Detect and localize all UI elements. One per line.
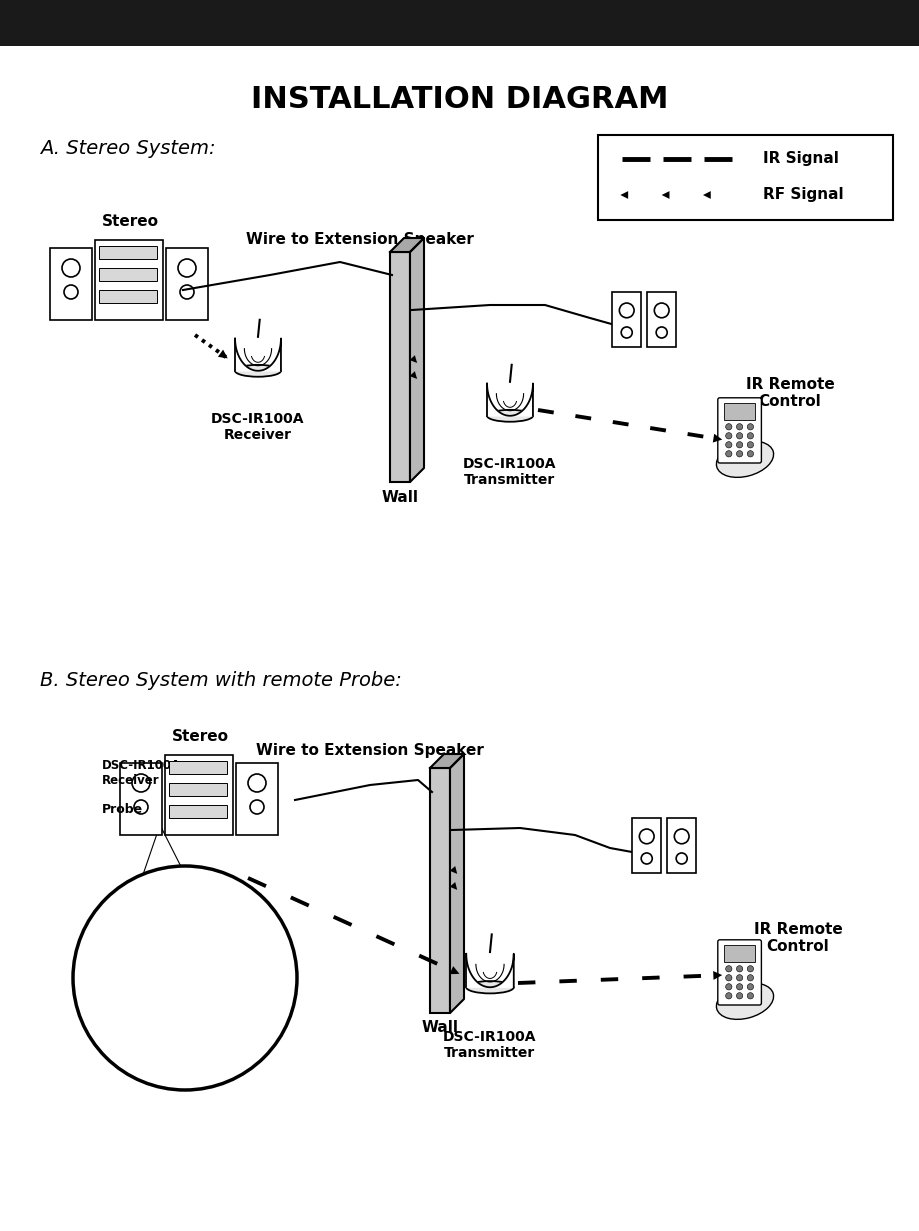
Circle shape	[725, 992, 732, 998]
Ellipse shape	[486, 410, 532, 422]
Bar	[597, 135, 892, 220]
Text: Stereo: Stereo	[101, 214, 158, 229]
Text: Wall: Wall	[381, 490, 418, 505]
Text: INSTALLATION DIAGRAM: INSTALLATION DIAGRAM	[251, 85, 668, 114]
Ellipse shape	[466, 981, 513, 993]
Polygon shape	[449, 755, 463, 1013]
Bar	[165, 247, 208, 320]
Bar	[666, 819, 696, 873]
Bar	[169, 761, 227, 774]
Ellipse shape	[716, 984, 773, 1019]
Circle shape	[725, 984, 732, 990]
Circle shape	[725, 423, 732, 430]
Bar	[99, 268, 157, 281]
Polygon shape	[410, 238, 424, 483]
Bar	[119, 763, 162, 835]
Bar	[139, 929, 176, 938]
Text: Wall: Wall	[421, 1020, 458, 1035]
Circle shape	[746, 423, 753, 430]
Bar	[236, 763, 278, 835]
Circle shape	[735, 451, 742, 457]
Polygon shape	[194, 953, 220, 971]
Polygon shape	[486, 384, 532, 416]
Bar	[139, 944, 176, 953]
FancyBboxPatch shape	[717, 939, 761, 1004]
Text: DSC-IR100A
Transmitter: DSC-IR100A Transmitter	[443, 1030, 536, 1060]
Circle shape	[725, 442, 732, 448]
Bar	[646, 292, 675, 347]
Text: Probe: Probe	[102, 803, 143, 816]
Bar	[429, 768, 449, 1013]
Circle shape	[746, 965, 753, 972]
Text: DSC-IR100A
Receiver: DSC-IR100A Receiver	[102, 760, 181, 787]
Text: B. Stereo System with remote Probe:: B. Stereo System with remote Probe:	[40, 671, 402, 689]
Circle shape	[725, 965, 732, 972]
Circle shape	[746, 975, 753, 981]
Bar	[723, 945, 754, 961]
Bar	[99, 246, 157, 259]
Circle shape	[735, 965, 742, 972]
Bar	[0, 0, 919, 46]
Circle shape	[746, 442, 753, 448]
Text: Wire to Extension Speaker: Wire to Extension Speaker	[245, 231, 473, 247]
Bar	[631, 819, 661, 873]
Circle shape	[725, 432, 732, 439]
Text: IR Remote
Control: IR Remote Control	[753, 922, 842, 954]
Polygon shape	[234, 339, 280, 371]
FancyBboxPatch shape	[717, 398, 761, 463]
Circle shape	[725, 975, 732, 981]
Bar	[182, 931, 210, 977]
Text: DSC-IR100A
Transmitter: DSC-IR100A Transmitter	[463, 457, 556, 487]
Text: Wire to Extension Speaker: Wire to Extension Speaker	[255, 744, 483, 758]
Circle shape	[735, 992, 742, 998]
Bar	[611, 292, 641, 347]
Bar	[136, 926, 180, 977]
Bar	[95, 240, 163, 320]
Circle shape	[725, 451, 732, 457]
Text: DSC-IR100A
Receiver: DSC-IR100A Receiver	[211, 412, 304, 442]
Bar	[165, 755, 233, 835]
Circle shape	[746, 432, 753, 439]
Bar	[169, 783, 227, 796]
Circle shape	[746, 984, 753, 990]
Circle shape	[735, 432, 742, 439]
Ellipse shape	[194, 968, 220, 975]
Bar	[723, 404, 754, 420]
Circle shape	[735, 975, 742, 981]
Bar	[139, 959, 176, 966]
Ellipse shape	[716, 441, 773, 478]
Text: RF Signal: RF Signal	[763, 187, 843, 203]
Polygon shape	[466, 954, 513, 987]
Text: IR Signal: IR Signal	[763, 151, 838, 166]
Circle shape	[73, 865, 297, 1089]
Circle shape	[746, 451, 753, 457]
Polygon shape	[390, 238, 424, 252]
Text: A. Stereo System:: A. Stereo System:	[40, 139, 215, 158]
Text: Stereo: Stereo	[171, 729, 228, 744]
Ellipse shape	[234, 364, 280, 377]
Circle shape	[735, 423, 742, 430]
Bar	[99, 291, 157, 303]
Circle shape	[746, 992, 753, 998]
Bar	[390, 252, 410, 483]
Bar	[107, 931, 134, 977]
Circle shape	[735, 984, 742, 990]
Circle shape	[735, 442, 742, 448]
Polygon shape	[429, 755, 463, 768]
Bar	[50, 247, 92, 320]
Text: IR Remote
Control: IR Remote Control	[744, 377, 834, 409]
Bar	[169, 805, 227, 819]
